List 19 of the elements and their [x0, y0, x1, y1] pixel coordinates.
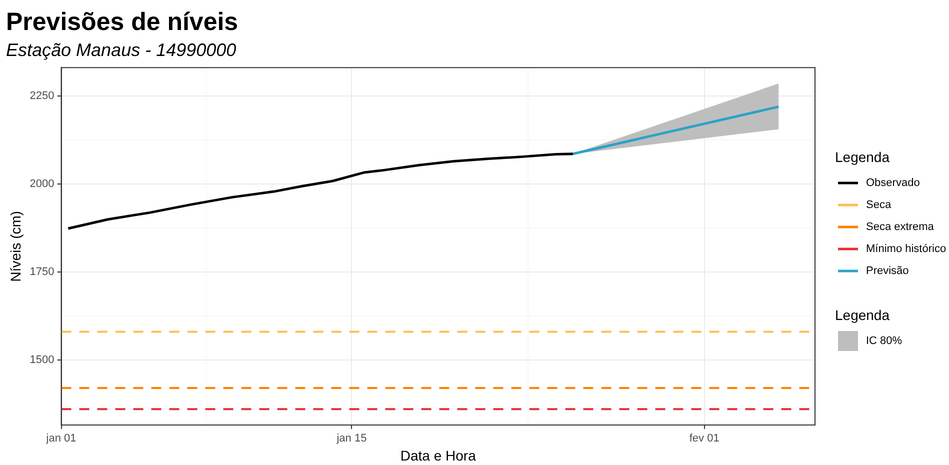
- y-tick-label: 2250: [30, 90, 54, 102]
- chart-subtitle: Estação Manaus - 14990000: [6, 40, 236, 60]
- legend-label: Previsão: [866, 265, 909, 278]
- y-axis-title: Níveis (cm): [7, 210, 24, 282]
- legend-label: Seca extrema: [866, 221, 935, 234]
- chart-title: Previsões de níveis: [6, 8, 238, 36]
- x-tick-label: jan 01: [45, 432, 76, 445]
- legend-title: Legenda: [835, 148, 890, 165]
- y-tick-label: 1750: [30, 266, 54, 278]
- legend-label: Observado: [866, 177, 920, 190]
- x-tick-label: fev 01: [689, 432, 720, 445]
- y-tick-label: 1500: [30, 354, 54, 366]
- text: Legenda: [835, 306, 890, 323]
- text: IC 80%: [866, 335, 902, 348]
- y-tick-label: 2000: [30, 178, 54, 190]
- legend-label: Seca: [866, 199, 892, 212]
- x-axis-title: Data e Hora: [400, 447, 476, 464]
- legend-label: Mínimo histórico: [866, 243, 946, 256]
- x-tick-label: jan 15: [336, 432, 367, 445]
